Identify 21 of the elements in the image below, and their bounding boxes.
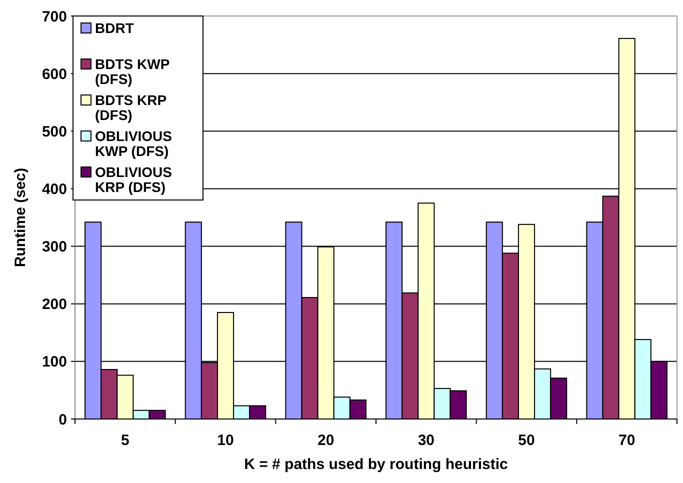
legend-label: OBLIVIOUS KRP (DFS) [95,164,172,195]
x-tick-label: 30 [418,432,435,449]
x-tick-label: 5 [120,432,130,449]
legend-label: BDTS KWP (DFS) [95,56,170,87]
y-axis-title: Runtime (sec) [12,168,29,268]
y-tick-label: 500 [42,123,67,140]
y-tick-label: 700 [42,8,67,26]
y-tick-label: 300 [42,238,67,256]
y-tick-label: 100 [42,354,67,371]
x-tick-label: 70 [618,432,636,449]
x-tick-label: 50 [518,432,535,449]
legend-label: BDTS KRP (DFS) [95,92,167,123]
legend-label: BDRT [95,20,134,36]
x-tick-label: 10 [217,432,234,449]
x-tick-label: 20 [317,432,334,449]
y-tick-label: 600 [42,66,67,83]
y-tick-label: 400 [42,180,67,198]
x-axis-title: K = # paths used by routing heuristic [244,456,508,473]
legend-label: OBLIVIOUS KWP (DFS) [95,128,172,159]
y-tick-label: 0 [58,411,67,428]
y-tick-label: 200 [42,296,67,314]
